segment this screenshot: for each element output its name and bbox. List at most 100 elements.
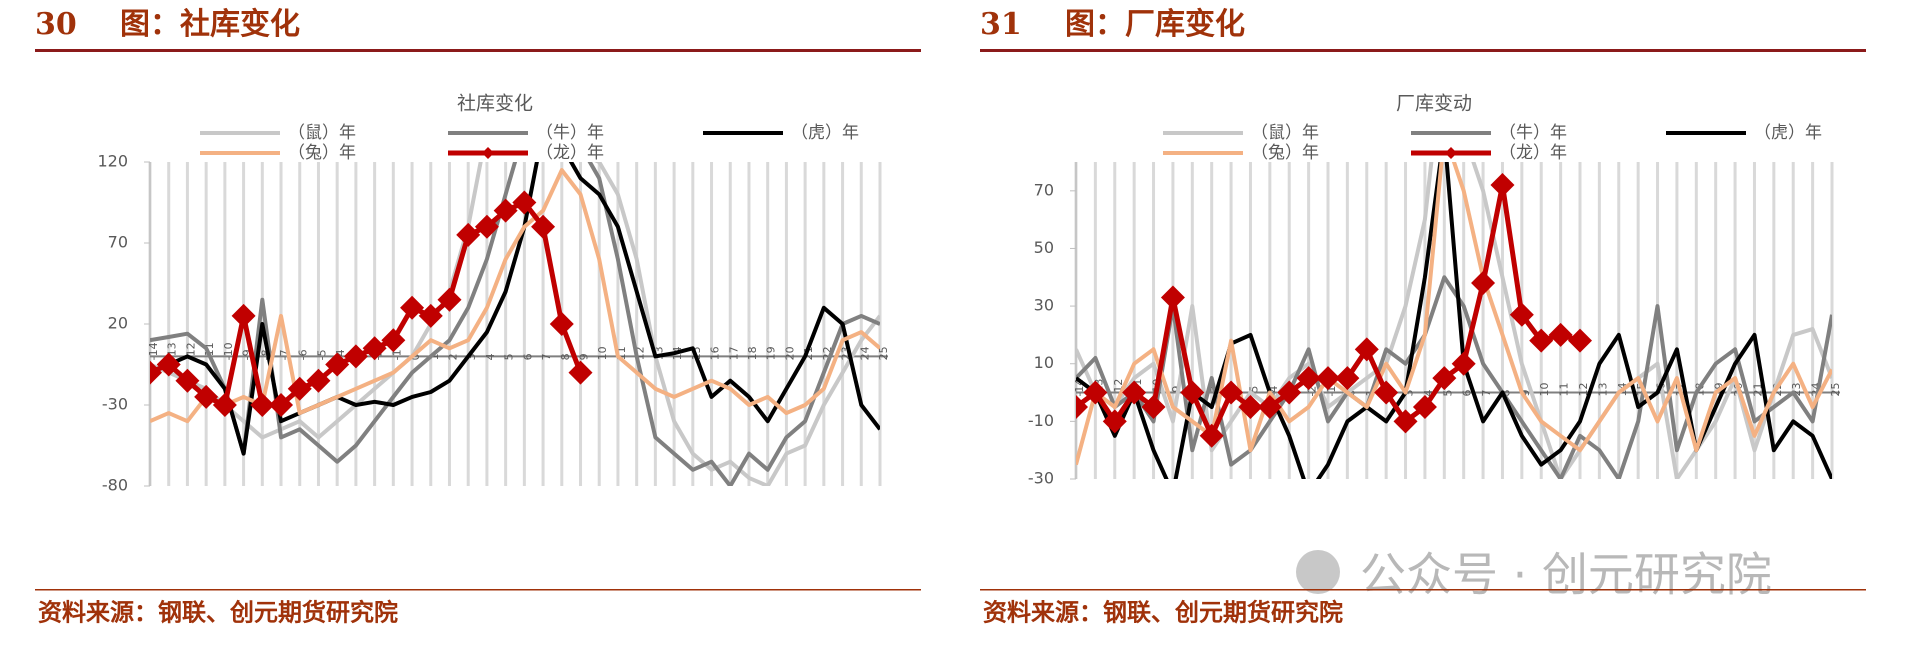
x-tick-label: 5 xyxy=(503,353,516,360)
point-marker xyxy=(1199,423,1224,448)
x-tick-label: 17 xyxy=(727,346,740,360)
legend-label: （兔）年 xyxy=(1251,143,1319,163)
x-tick-label: 12 xyxy=(1577,383,1590,397)
point-marker xyxy=(1277,380,1302,405)
point-marker xyxy=(1316,366,1340,391)
point-marker xyxy=(1374,380,1399,405)
x-tick-label: -7 xyxy=(278,349,291,360)
point-marker xyxy=(1432,366,1457,391)
y-tick-label: 70 xyxy=(1034,180,1054,199)
y-tick-label: -30 xyxy=(102,395,128,414)
x-tick-label: 3 xyxy=(1403,390,1416,397)
watermark: 公众号 · 创元研究院 xyxy=(1360,548,1772,602)
point-marker xyxy=(493,198,518,223)
x-tick-label: 1 xyxy=(428,353,441,360)
series-line xyxy=(1076,162,1832,466)
x-tick-label: 6 xyxy=(521,353,534,360)
series-line xyxy=(1076,162,1832,479)
point-marker xyxy=(1238,394,1263,419)
point-marker xyxy=(1471,271,1496,296)
x-tick-label: -2 xyxy=(1306,386,1319,397)
series-line xyxy=(150,162,880,486)
x-tick-label: 9 xyxy=(578,353,591,360)
x-tick-label: -5 xyxy=(315,349,328,360)
point-marker xyxy=(231,303,256,328)
point-marker xyxy=(306,368,331,393)
x-tick-label: 18 xyxy=(746,346,759,360)
series-line xyxy=(150,162,880,456)
point-marker xyxy=(1257,394,1282,419)
x-tick-label: 5 xyxy=(1441,390,1454,397)
x-tick-label: 11 xyxy=(1558,383,1571,397)
x-tick-label: 25 xyxy=(877,346,890,360)
plot-area xyxy=(150,162,880,486)
point-marker xyxy=(1122,380,1147,405)
y-tick-label: 30 xyxy=(1034,296,1054,315)
legend-label: （龙）年 xyxy=(1499,143,1567,163)
header-rule xyxy=(980,49,1866,52)
point-marker xyxy=(1076,394,1088,419)
y-tick-label: 20 xyxy=(108,314,128,333)
point-marker xyxy=(269,393,294,417)
legend-label: （鼠）年 xyxy=(288,123,356,143)
point-marker xyxy=(1412,394,1437,419)
point-marker xyxy=(212,393,237,417)
x-tick-label: 10 xyxy=(1538,383,1551,397)
y-tick-label: 70 xyxy=(108,233,128,252)
x-tick-label: 13 xyxy=(1596,383,1609,397)
x-tick-label: 7 xyxy=(1480,390,1493,397)
point-marker xyxy=(1548,322,1573,347)
point-marker xyxy=(568,360,593,385)
point-marker xyxy=(1393,409,1418,434)
legend-label: （虎）年 xyxy=(791,123,859,143)
chart-title: 社库变化 xyxy=(457,93,533,115)
source-rule xyxy=(980,589,1866,591)
y-tick-label: -30 xyxy=(1028,469,1054,488)
point-marker xyxy=(250,393,275,417)
figure-title: 图：社库变化 xyxy=(120,7,300,42)
point-marker xyxy=(418,303,443,328)
x-tick-label: -14 xyxy=(147,342,160,360)
point-marker xyxy=(194,384,219,409)
series-line xyxy=(1076,162,1832,479)
x-tick-label: 8 xyxy=(559,353,572,360)
figure-number: 31 xyxy=(980,7,1022,42)
y-tick-label: 10 xyxy=(1034,353,1054,372)
point-marker xyxy=(1160,285,1185,310)
x-tick-label: 24 xyxy=(858,346,871,360)
x-tick-label: -8 xyxy=(259,349,272,360)
point-marker xyxy=(287,376,312,401)
source-note: 资料来源：钢联、创元期货研究院 xyxy=(983,598,1343,627)
x-tick-label: 9 xyxy=(1519,390,1532,397)
x-tick-label: -5 xyxy=(1247,386,1260,397)
point-marker xyxy=(1083,380,1108,405)
x-tick-label: 0 xyxy=(409,353,422,360)
header-rule xyxy=(35,49,921,52)
x-tick-label: 10 xyxy=(596,346,609,360)
point-marker xyxy=(437,287,462,312)
series-line xyxy=(150,162,880,486)
x-tick-label: 3 xyxy=(465,353,478,360)
point-marker xyxy=(512,190,537,215)
point-marker xyxy=(1335,366,1360,391)
legend-label: （兔）年 xyxy=(288,143,356,163)
x-tick-label: 19 xyxy=(765,346,778,360)
point-marker xyxy=(381,328,406,353)
point-marker xyxy=(1219,380,1244,405)
x-tick-label: -6 xyxy=(297,349,310,360)
x-tick-label: 6 xyxy=(1461,390,1474,397)
x-tick-label: -1 xyxy=(390,349,403,360)
point-marker xyxy=(400,295,425,320)
legend-label: （龙）年 xyxy=(536,143,604,163)
point-marker xyxy=(474,214,499,239)
x-tick-label: 4 xyxy=(484,353,497,360)
point-marker xyxy=(456,222,481,247)
point-marker xyxy=(1568,328,1592,353)
point-marker xyxy=(1509,302,1534,327)
x-tick-label: 16 xyxy=(709,346,722,360)
x-tick-label: -10 xyxy=(222,342,235,360)
source-note: 资料来源：钢联、创元期货研究院 xyxy=(38,598,398,627)
legend-marker xyxy=(1445,147,1457,159)
legend-label: （鼠）年 xyxy=(1251,123,1319,143)
